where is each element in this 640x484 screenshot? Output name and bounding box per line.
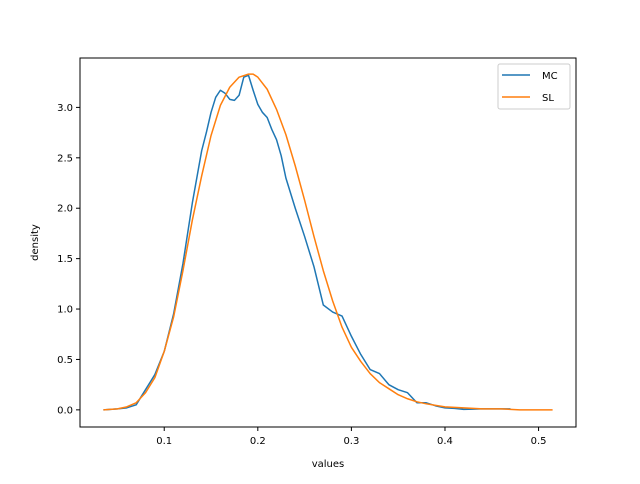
y-tick-label: 3.0 — [57, 103, 73, 114]
x-axis-label: values — [312, 459, 345, 470]
y-tick-label: 1.0 — [57, 305, 73, 316]
series-line-mc — [103, 74, 511, 411]
legend-label-mc: MC — [542, 71, 558, 82]
legend: MC SL — [497, 63, 571, 110]
x-tick-label: 0.1 — [156, 436, 172, 447]
y-tick-label: 1.5 — [57, 254, 73, 265]
plot-frame — [79, 57, 577, 428]
series-line-sl — [103, 73, 553, 411]
x-tick-label: 0.3 — [343, 436, 359, 447]
y-axis-label: density — [30, 224, 41, 261]
legend-label-sl: SL — [542, 93, 554, 104]
y-tick-label: 0.5 — [57, 355, 73, 366]
x-axis-ticks: 0.1 0.2 0.3 0.4 0.5 — [156, 427, 547, 447]
y-tick-label: 2.5 — [57, 153, 73, 164]
series-lines — [103, 73, 553, 411]
x-tick-label: 0.5 — [531, 436, 547, 447]
x-tick-label: 0.2 — [250, 436, 266, 447]
y-tick-label: 0.0 — [57, 405, 73, 416]
y-tick-label: 2.0 — [57, 204, 73, 215]
y-axis-ticks: 0.0 0.5 1.0 1.5 2.0 2.5 3.0 — [57, 103, 80, 416]
legend-box — [497, 63, 571, 110]
x-tick-label: 0.4 — [437, 436, 453, 447]
